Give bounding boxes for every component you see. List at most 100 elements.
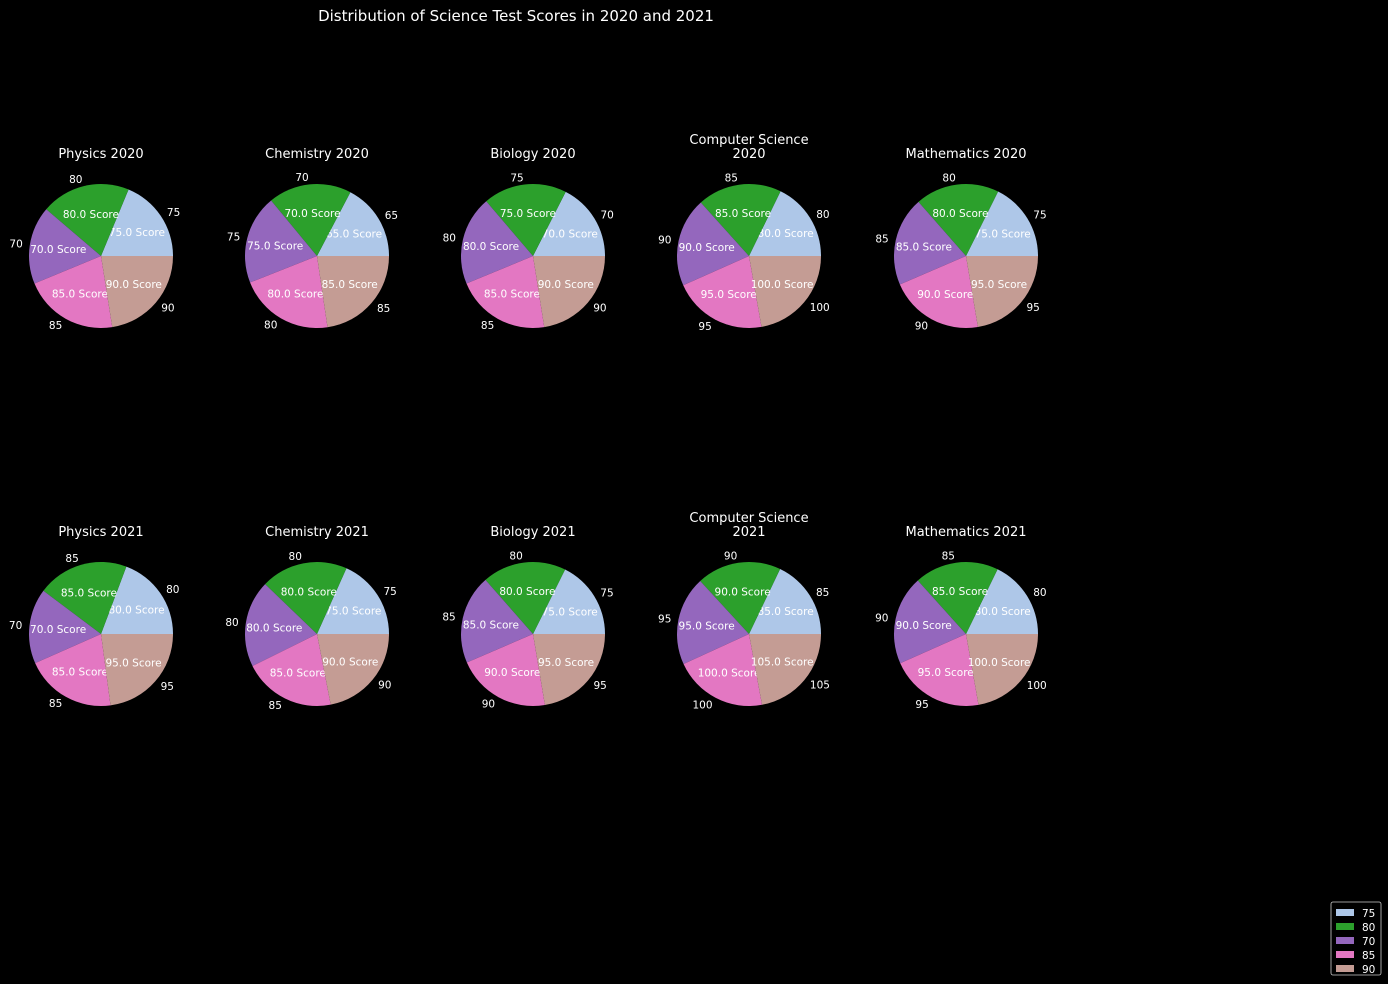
legend-swatch [1336, 951, 1354, 958]
pie-slice [101, 566, 173, 634]
legend-swatch [1336, 937, 1354, 944]
pie-title: Computer Science [689, 133, 808, 148]
slice-value-label: 90.0 Score [538, 279, 594, 291]
slice-label: 100 [1027, 680, 1047, 692]
pie-slice [533, 569, 605, 634]
slice-label: 70 [9, 239, 22, 251]
slice-label: 70 [295, 172, 308, 184]
pie-title: Physics 2020 [58, 147, 143, 162]
pie-slice [245, 200, 317, 283]
slice-label: 75 [1033, 209, 1046, 221]
legend-label: 80 [1362, 922, 1375, 934]
slice-label: 100 [810, 302, 830, 314]
slice-label: 80 [1033, 587, 1046, 599]
pie-slice [461, 579, 533, 663]
pie-title: Chemistry 2021 [265, 525, 369, 540]
slice-value-label: 80.0 Score [975, 606, 1031, 618]
pie-slice [43, 561, 127, 634]
pie-title: Mathematics 2020 [906, 147, 1027, 162]
slice-label: 70 [9, 620, 22, 632]
pie-slice [676, 202, 749, 286]
slice-label: 85 [816, 587, 829, 599]
slice-value-label: 75.0 Score [500, 208, 556, 220]
slice-label: 90 [161, 302, 174, 314]
pie-slice [317, 634, 389, 705]
slice-value-label: 85.0 Score [932, 586, 988, 598]
slice-label: 75 [384, 586, 397, 598]
pie-slice [900, 634, 979, 707]
pie-title: Biology 2020 [490, 147, 575, 162]
slice-value-label: 95.0 Score [918, 667, 974, 679]
pie-slice [46, 184, 129, 256]
pie-slice [749, 569, 821, 634]
slice-value-label: 80.0 Score [246, 622, 302, 634]
pie-slice [533, 634, 605, 706]
slice-label: 85 [442, 612, 455, 624]
pie-slice [966, 256, 1038, 328]
slice-label: 75 [167, 207, 180, 219]
slice-value-label: 75.0 Score [542, 606, 598, 618]
slice-label: 95 [658, 613, 671, 625]
pie-slice [101, 256, 173, 328]
slice-label: 80 [942, 173, 955, 185]
slice-value-label: 80.0 Score [499, 586, 555, 598]
pie-slice [700, 562, 781, 634]
pie-title: Physics 2021 [58, 525, 143, 540]
slice-label: 80 [69, 174, 82, 186]
slice-value-label: 90.0 Score [322, 657, 378, 669]
slice-value-label: 90.0 Score [106, 279, 162, 291]
legend-label: 75 [1362, 908, 1375, 920]
slice-value-label: 95.0 Score [971, 279, 1027, 291]
pie-slice [252, 634, 331, 706]
pie-slice [466, 256, 545, 328]
pie-slice [34, 256, 113, 328]
slice-label: 90 [482, 699, 495, 711]
slice-value-label: 80.0 Score [932, 208, 988, 220]
pie-slice [966, 191, 1038, 256]
slice-value-label: 75.0 Score [325, 606, 381, 618]
slice-value-label: 95.0 Score [679, 621, 735, 633]
legend-swatch [1336, 965, 1354, 972]
slice-label: 85 [269, 700, 282, 712]
slice-label: 90 [724, 551, 737, 563]
slice-value-label: 85.0 Score [61, 588, 117, 600]
pie-slice [677, 581, 749, 665]
pie-title: Mathematics 2021 [906, 525, 1027, 540]
slice-value-label: 90.0 Score [917, 289, 973, 301]
slice-value-label: 70.0 Score [542, 228, 598, 240]
slice-value-label: 95.0 Score [701, 289, 757, 301]
slice-value-label: 100.0 Score [698, 667, 761, 679]
slice-label: 75 [510, 172, 523, 184]
pie-slice [101, 634, 173, 706]
slice-value-label: 80.0 Score [267, 288, 323, 300]
slice-label: 85 [875, 234, 888, 246]
slice-value-label: 85.0 Score [484, 289, 540, 301]
pie-slice [250, 256, 328, 329]
pie-slice [899, 256, 978, 329]
pie-slice [486, 184, 566, 256]
slice-value-label: 75.0 Score [247, 240, 303, 252]
pie-slice [28, 590, 102, 664]
slice-value-label: 95.0 Score [538, 657, 594, 669]
pie-title: Chemistry 2020 [265, 147, 369, 162]
pie-slice [101, 189, 173, 256]
slice-label: 95 [161, 681, 174, 693]
slice-label: 80 [816, 209, 829, 221]
slice-label: 80 [289, 551, 302, 563]
slice-label: 90 [593, 302, 606, 314]
slice-value-label: 80.0 Score [758, 228, 814, 240]
pie-slice [533, 191, 605, 256]
slice-value-label: 85.0 Score [52, 289, 108, 301]
pie-slice [683, 256, 762, 329]
pie-slice [317, 192, 389, 256]
slice-label: 100 [692, 699, 712, 711]
slice-value-label: 85.0 Score [52, 667, 108, 679]
legend-label: 70 [1362, 936, 1375, 948]
pie-slice [894, 201, 966, 285]
